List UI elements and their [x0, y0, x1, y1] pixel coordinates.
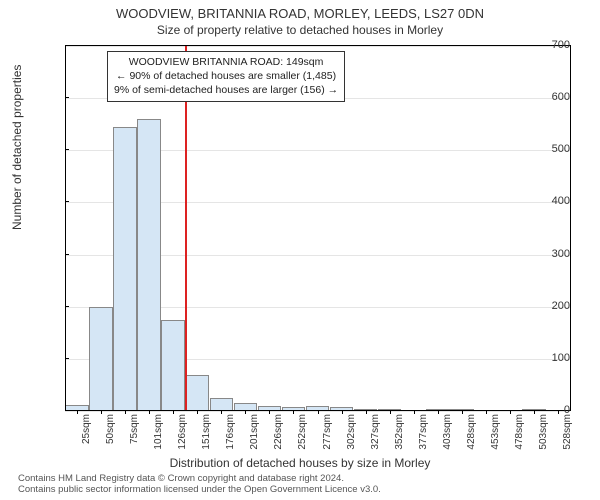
x-tick-label: 377sqm — [418, 414, 429, 450]
x-tick — [486, 410, 487, 414]
x-tick-label: 75sqm — [129, 414, 140, 444]
x-tick-label: 252sqm — [297, 414, 308, 450]
x-tick-label: 50sqm — [105, 414, 116, 444]
y-tick-label: 300 — [540, 248, 570, 260]
chart-plot-area: WOODVIEW BRITANNIA ROAD: 149sqm← 90% of … — [65, 45, 571, 411]
x-tick-label: 176sqm — [225, 414, 236, 450]
histogram-bar — [185, 375, 209, 412]
x-tick — [173, 410, 174, 414]
y-tick-label: 600 — [540, 91, 570, 103]
y-axis-label: Number of detached properties — [10, 65, 24, 230]
y-tick-label: 400 — [540, 195, 570, 207]
x-tick — [366, 410, 367, 414]
y-tick — [65, 201, 69, 202]
x-tick — [390, 410, 391, 414]
histogram-bar — [89, 307, 113, 411]
x-tick-label: 528sqm — [562, 414, 573, 450]
x-tick — [245, 410, 246, 414]
x-tick — [221, 410, 222, 414]
grid-line — [65, 46, 570, 47]
x-tick — [342, 410, 343, 414]
x-tick — [77, 410, 78, 414]
histogram-bar — [161, 320, 185, 411]
x-tick — [125, 410, 126, 414]
x-axis — [65, 410, 570, 411]
chart-title-main: WOODVIEW, BRITANNIA ROAD, MORLEY, LEEDS,… — [0, 0, 600, 21]
x-tick-label: 25sqm — [81, 414, 92, 444]
y-tick — [65, 306, 69, 307]
y-tick — [65, 254, 69, 255]
histogram-bar — [113, 127, 137, 411]
histogram-bar — [137, 119, 161, 411]
y-tick — [65, 358, 69, 359]
x-tick-label: 226sqm — [273, 414, 284, 450]
info-box-line: ← 90% of detached houses are smaller (1,… — [114, 69, 338, 83]
x-tick — [101, 410, 102, 414]
chart-title-sub: Size of property relative to detached ho… — [0, 21, 600, 37]
x-tick-label: 327sqm — [370, 414, 381, 450]
y-tick-label: 700 — [540, 39, 570, 51]
x-tick — [197, 410, 198, 414]
x-tick — [462, 410, 463, 414]
x-tick-label: 302sqm — [346, 414, 357, 450]
x-tick-label: 352sqm — [394, 414, 405, 450]
y-tick-label: 500 — [540, 143, 570, 155]
x-tick-label: 201sqm — [249, 414, 260, 450]
x-tick-label: 151sqm — [201, 414, 212, 450]
x-tick — [510, 410, 511, 414]
x-tick — [414, 410, 415, 414]
x-tick — [318, 410, 319, 414]
x-tick — [534, 410, 535, 414]
y-tick — [65, 97, 69, 98]
x-tick — [149, 410, 150, 414]
x-tick-label: 277sqm — [322, 414, 333, 450]
info-box-line: 9% of semi-detached houses are larger (1… — [114, 83, 338, 97]
x-tick — [269, 410, 270, 414]
x-tick-label: 453sqm — [490, 414, 501, 450]
x-tick-label: 126sqm — [177, 414, 188, 450]
x-axis-label: Distribution of detached houses by size … — [0, 456, 600, 470]
x-tick-label: 478sqm — [514, 414, 525, 450]
y-tick-label: 100 — [540, 352, 570, 364]
y-tick — [65, 149, 69, 150]
x-tick-label: 503sqm — [538, 414, 549, 450]
x-tick — [438, 410, 439, 414]
y-axis — [40, 45, 66, 410]
x-tick — [293, 410, 294, 414]
y-tick-label: 200 — [540, 300, 570, 312]
x-tick-label: 403sqm — [442, 414, 453, 450]
x-tick-label: 101sqm — [153, 414, 164, 450]
footer-line-1: Contains HM Land Registry data © Crown c… — [18, 473, 381, 484]
info-box-line: WOODVIEW BRITANNIA ROAD: 149sqm — [114, 55, 338, 69]
x-tick-label: 428sqm — [466, 414, 477, 450]
footer-line-2: Contains public sector information licen… — [18, 484, 381, 495]
chart-footer: Contains HM Land Registry data © Crown c… — [18, 473, 381, 496]
chart-container: WOODVIEW, BRITANNIA ROAD, MORLEY, LEEDS,… — [0, 0, 600, 500]
y-tick — [65, 45, 69, 46]
info-box: WOODVIEW BRITANNIA ROAD: 149sqm← 90% of … — [107, 51, 345, 102]
